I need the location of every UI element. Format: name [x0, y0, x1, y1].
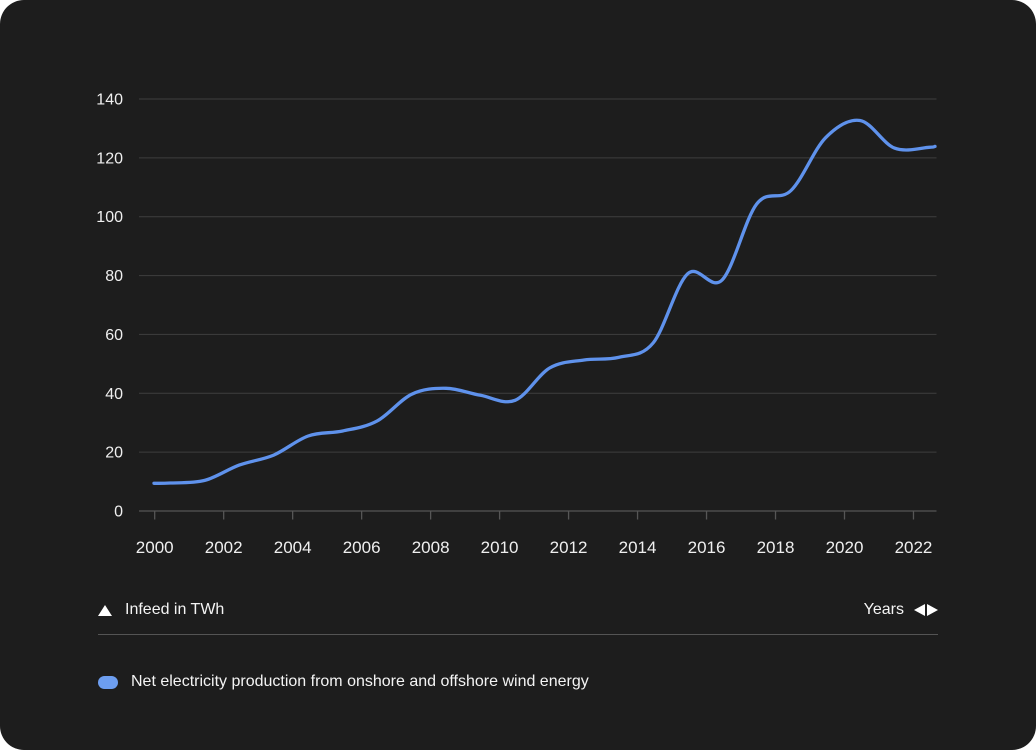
y-tick-label: 140 [96, 92, 123, 109]
x-axis-direction-icons [914, 604, 938, 616]
triangle-right-icon [927, 604, 938, 616]
x-axis-title-label: Years [863, 601, 904, 618]
y-axis-labels: 0 20 40 60 80 100 120 140 [96, 92, 123, 521]
legend-label: Net electricity production from onshore … [131, 673, 589, 690]
x-tick-label: 2022 [895, 538, 933, 557]
y-tick-label: 100 [96, 209, 123, 226]
x-tick-label: 2006 [343, 538, 381, 557]
x-axis-title: Years [864, 601, 938, 619]
x-tick-label: 2000 [136, 538, 174, 557]
axis-footer: Infeed in TWh Years [98, 589, 938, 631]
triangle-up-icon [98, 604, 112, 616]
x-tick-label: 2016 [688, 538, 726, 557]
y-axis-title-label: Infeed in TWh [125, 601, 225, 618]
x-tick-label: 2008 [412, 538, 450, 557]
gridlines [139, 98, 937, 512]
y-tick-label: 120 [96, 150, 123, 167]
x-tick-label: 2018 [757, 538, 795, 557]
x-tick-label: 2010 [481, 538, 519, 557]
x-tick-label: 2004 [274, 538, 312, 557]
wind-energy-line [152, 118, 937, 485]
y-tick-label: 20 [105, 445, 123, 462]
y-tick-label: 60 [105, 327, 123, 344]
x-tick-label: 2002 [205, 538, 243, 557]
axis-footer-divider [98, 634, 938, 635]
x-tick-label: 2014 [619, 538, 657, 557]
y-axis-title: Infeed in TWh [98, 601, 224, 619]
legend: Net electricity production from onshore … [98, 668, 589, 696]
y-tick-label: 0 [114, 504, 123, 521]
legend-marker [98, 675, 118, 689]
y-tick-label: 80 [105, 268, 123, 285]
x-tick-label: 2012 [550, 538, 588, 557]
triangle-left-icon [914, 604, 925, 616]
x-tick-label: 2020 [826, 538, 864, 557]
y-tick-label: 40 [105, 386, 123, 403]
x-axis-ticks: 2000 2002 2004 2006 2008 2010 2012 2014 2016 2018… [136, 511, 933, 557]
